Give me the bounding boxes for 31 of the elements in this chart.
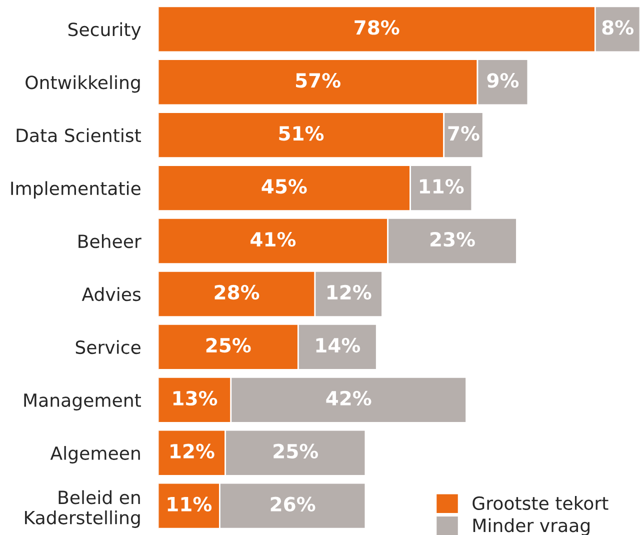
data-label: 42% [326,390,372,406]
y-tick-label: Advies [82,287,141,302]
y-tick-label: Ontwikkeling [26,75,140,93]
data-label: 57% [296,73,340,88]
data-label: 28% [214,284,260,300]
legend-label: Grootste tekort [472,496,608,510]
data-label: 12% [328,284,372,300]
data-label: 13% [173,390,218,406]
data-label: 51% [279,126,324,141]
data-label: 41% [250,232,296,247]
data-label: 14% [316,338,360,353]
data-label: 26% [270,496,316,512]
data-label: 45% [262,178,307,194]
data-label: 12% [170,444,214,459]
y-tick-label: Data Scientist [16,128,141,142]
data-label: 8% [602,20,634,35]
data-label: 23% [430,232,475,247]
y-tick-label: Beheer [78,234,142,248]
y-tick-label: Beleid en Kaderstelling [25,490,140,528]
data-label: 11% [420,178,464,194]
data-label: 25% [274,444,318,459]
data-label: 25% [206,338,251,353]
data-label: 7% [448,126,480,141]
data-label: 9% [487,73,519,88]
data-label: 11% [168,496,212,512]
y-tick-label: Implementatie [11,181,140,199]
y-tick-label: Security [68,22,141,40]
y-tick-label: Algemeen [50,446,140,464]
y-tick-label: Service [76,340,140,354]
y-tick-label: Management [24,394,141,411]
data-label: 78% [354,20,400,35]
